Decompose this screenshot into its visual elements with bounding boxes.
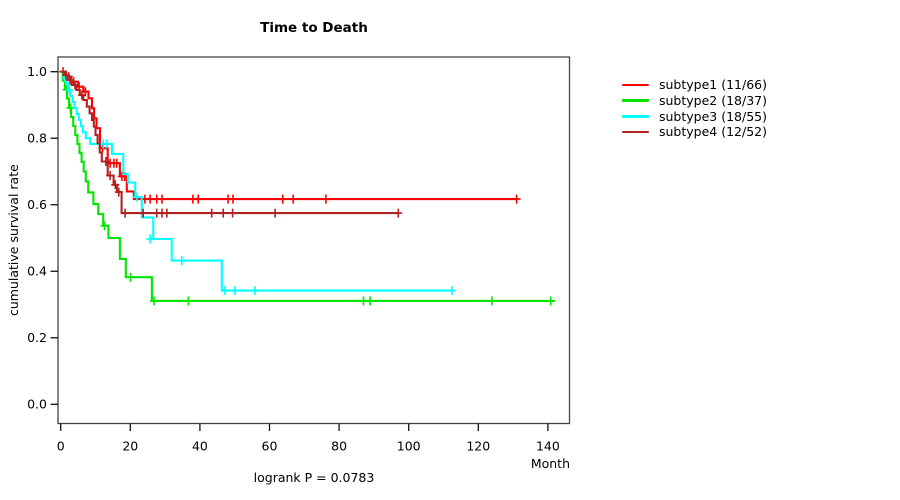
legend-label-subtype3: subtype3 (18/55) — [659, 108, 767, 124]
censor-marks-subtype3 — [61, 73, 456, 296]
x-tick-label: 100 — [397, 439, 421, 454]
x-tick-label: 40 — [192, 439, 208, 454]
x-tick-label: 60 — [262, 439, 278, 454]
legend-row-subtype4: subtype4 (12/52) — [622, 124, 767, 140]
censor-marks-subtype4 — [61, 70, 403, 218]
survival-curve-subtype2 — [60, 70, 555, 302]
y-tick-label: 0.0 — [27, 397, 47, 412]
plot-box — [57, 56, 571, 425]
y-tick-label: 0.2 — [27, 330, 47, 345]
x-axis-title: Month — [530, 456, 570, 471]
logrank-pvalue-annotation: logrank P = 0.0783 — [253, 470, 375, 485]
y-tick-label: 0.6 — [27, 197, 47, 212]
x-tick-label: 0 — [57, 439, 65, 454]
legend-line-swatch-subtype4 — [622, 130, 649, 134]
legend-row-subtype1: subtype1 (11/66) — [622, 77, 767, 93]
y-tick-label: 0.8 — [27, 130, 47, 145]
y-axis-title: cumulative survival rate — [6, 164, 21, 316]
legend-line-swatch-subtype1 — [622, 83, 649, 87]
chart-title: Time to Death — [260, 20, 368, 36]
y-tick-label: 1.0 — [27, 64, 47, 79]
legend-line-swatch-subtype3 — [622, 114, 649, 118]
legend-line-swatch-subtype2 — [622, 99, 649, 102]
legend-label-subtype1: subtype1 (11/66) — [659, 77, 767, 93]
legend-row-subtype3: subtype3 (18/55) — [622, 108, 767, 124]
legend-row-subtype2: subtype2 (18/37) — [622, 93, 767, 109]
x-tick-label: 20 — [122, 439, 138, 454]
x-tick-label: 80 — [331, 439, 347, 454]
x-tick-label: 120 — [466, 439, 490, 454]
y-tick-label: 0.4 — [27, 263, 47, 278]
legend: subtype1 (11/66) subtype2 (18/37) subtype3… — [622, 77, 767, 140]
legend-label-subtype4: subtype4 (12/52) — [659, 124, 767, 140]
legend-label-subtype2: subtype2 (18/37) — [659, 93, 767, 109]
survival-curve-subtype1 — [60, 70, 517, 201]
survival-curve-subtype4 — [60, 70, 399, 215]
x-tick-label: 140 — [536, 439, 560, 454]
